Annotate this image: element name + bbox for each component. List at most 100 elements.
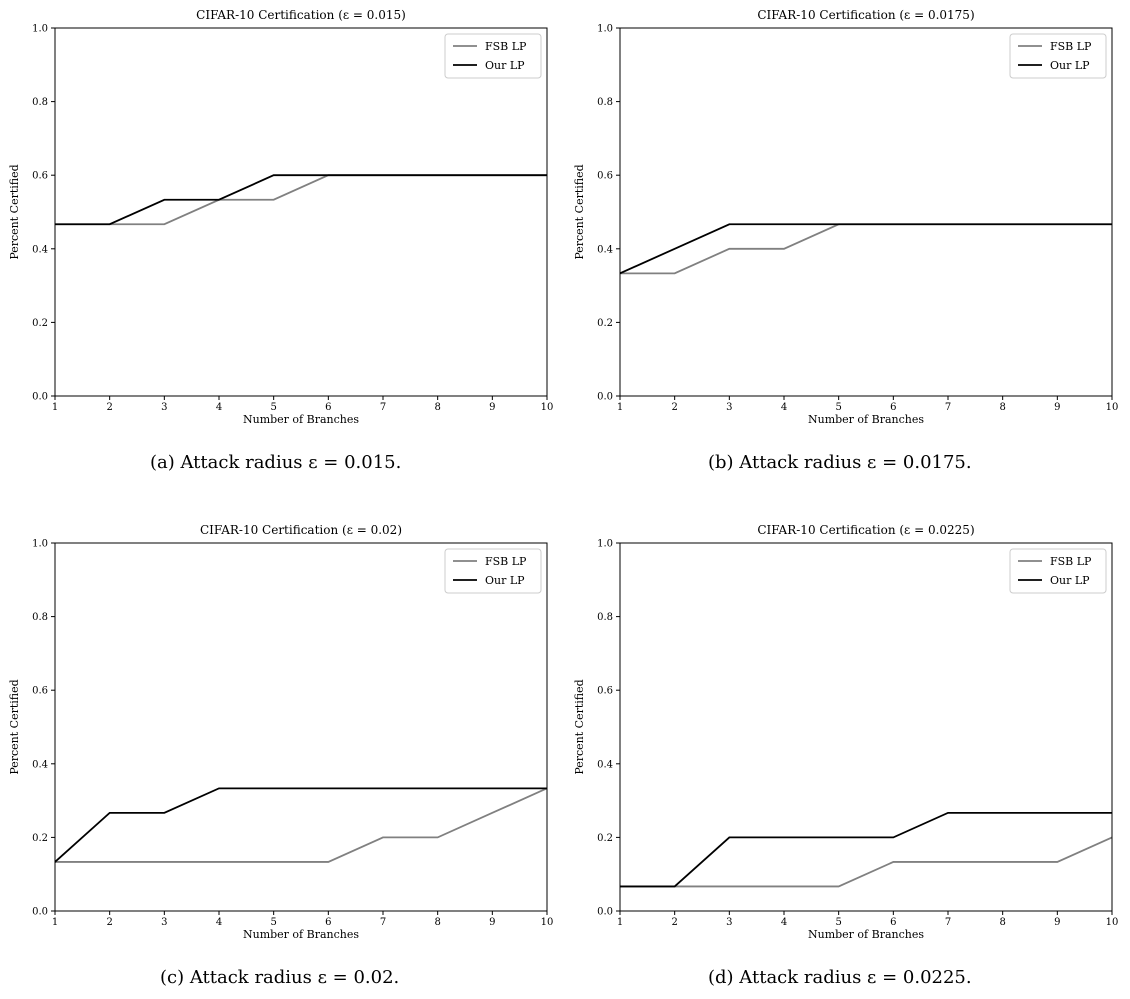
series-line-our-lp [620, 811, 1112, 888]
x-axis-label: Number of Branches [808, 928, 924, 941]
legend: FSB LP Our LP [1009, 33, 1107, 79]
y-tick-label: 0.8 [32, 97, 48, 108]
y-tick-label: 1.0 [597, 24, 613, 35]
y-tick-label: 0.0 [597, 392, 613, 403]
x-tick-label: 8 [999, 917, 1005, 928]
x-tick-label: 10 [1106, 402, 1119, 413]
legend: FSB LP Our LP [1009, 548, 1107, 594]
x-tick-label: 7 [380, 402, 386, 413]
y-tick-label: 0.8 [597, 612, 613, 623]
legend-box [444, 33, 542, 79]
y-tick-label: 0.8 [597, 97, 613, 108]
series-line-our-lp [55, 174, 547, 226]
x-tick-label: 4 [781, 917, 787, 928]
caption-c: (c) Attack radius ε = 0.02. [160, 967, 400, 988]
x-tick-label: 9 [489, 402, 495, 413]
legend: FSB LP Our LP [444, 548, 542, 594]
x-tick-label: 3 [726, 402, 732, 413]
x-tick-label: 8 [999, 402, 1005, 413]
legend-label: FSB LP [485, 555, 527, 568]
x-tick-label: 1 [52, 402, 58, 413]
y-tick-label: 0.6 [32, 686, 48, 697]
legend-label: Our LP [485, 574, 525, 587]
y-tick-label: 0.4 [597, 759, 613, 770]
legend-box [444, 548, 542, 594]
y-tick-label: 0.4 [597, 244, 613, 255]
chart-panel-a: CIFAR-10 Certification (ε = 0.015) 1 2 3 4 5 6… [8, 8, 554, 426]
y-tick-label: 1.0 [597, 539, 613, 550]
x-tick-label: 7 [945, 402, 951, 413]
y-tick-label: 0.8 [32, 612, 48, 623]
x-tick-label: 5 [835, 917, 841, 928]
y-tick-label: 1.0 [32, 24, 48, 35]
x-tick-label: 2 [671, 402, 677, 413]
legend-box [1009, 33, 1107, 79]
legend-label: FSB LP [485, 40, 527, 53]
x-tick-label: 2 [106, 402, 112, 413]
y-axis-label: Percent Certified [8, 679, 21, 774]
y-axis-label: Percent Certified [573, 679, 586, 774]
legend-label: Our LP [1050, 59, 1090, 72]
x-tick-label: 1 [617, 917, 623, 928]
x-tick-label: 6 [325, 917, 331, 928]
caption-d: (d) Attack radius ε = 0.0225. [708, 967, 972, 988]
chart-title: CIFAR-10 Certification (ε = 0.02) [200, 523, 402, 537]
legend-label: Our LP [1050, 574, 1090, 587]
y-tick-label: 0.2 [597, 833, 613, 844]
series-line-our-lp [54, 787, 547, 863]
y-tick-label: 0.6 [597, 686, 613, 697]
x-tick-label: 3 [161, 402, 167, 413]
x-axis-label: Number of Branches [243, 928, 359, 941]
x-tick-label: 1 [617, 402, 623, 413]
legend: FSB LP Our LP [444, 33, 542, 79]
chart-title: CIFAR-10 Certification (ε = 0.0225) [757, 523, 974, 537]
x-tick-label: 8 [434, 917, 440, 928]
x-axis-label: Number of Branches [243, 413, 359, 426]
y-tick-label: 0.0 [597, 907, 613, 918]
y-tick-label: 0.0 [32, 392, 48, 403]
x-tick-label: 4 [781, 402, 787, 413]
x-tick-label: 1 [52, 917, 58, 928]
y-tick-label: 0.2 [597, 318, 613, 329]
x-tick-label: 10 [541, 402, 554, 413]
series-line-fsb-lp [620, 223, 1112, 275]
x-tick-label: 5 [835, 402, 841, 413]
series-line-fsb-lp [620, 836, 1113, 888]
y-tick-label: 0.2 [32, 318, 48, 329]
y-tick-label: 1.0 [32, 539, 48, 550]
chart-panel-d: CIFAR-10 Certification (ε = 0.0225) 1 2 3 4 5… [573, 523, 1119, 941]
y-tick-label: 0.4 [32, 759, 48, 770]
legend-label: Our LP [485, 59, 525, 72]
plot-frame [619, 27, 1113, 397]
x-tick-label: 6 [890, 402, 896, 413]
x-tick-label: 6 [325, 402, 331, 413]
x-tick-label: 3 [161, 917, 167, 928]
legend-box [1009, 548, 1107, 594]
x-tick-label: 9 [489, 917, 495, 928]
y-tick-label: 0.2 [32, 833, 48, 844]
y-axis-label: Percent Certified [8, 164, 21, 259]
series-line-our-lp [619, 223, 1112, 275]
x-tick-label: 10 [541, 917, 554, 928]
x-tick-label: 8 [434, 402, 440, 413]
y-axis-label: Percent Certified [573, 164, 586, 259]
y-tick-label: 0.4 [32, 244, 48, 255]
x-tick-label: 10 [1106, 917, 1119, 928]
series-line-fsb-lp [55, 174, 547, 226]
series-line-fsb-lp [55, 787, 548, 863]
plot-frame [619, 542, 1113, 912]
x-tick-label: 2 [106, 917, 112, 928]
y-tick-label: 0.6 [32, 171, 48, 182]
x-tick-label: 6 [890, 917, 896, 928]
plot-frame [54, 542, 548, 912]
chart-panel-b: CIFAR-10 Certification (ε = 0.0175) 1 2 3 4 5… [573, 8, 1119, 426]
legend-label: FSB LP [1050, 555, 1092, 568]
y-tick-label: 0.6 [597, 171, 613, 182]
x-tick-label: 4 [216, 917, 222, 928]
x-tick-label: 9 [1054, 917, 1060, 928]
x-tick-label: 7 [380, 917, 386, 928]
x-tick-label: 3 [726, 917, 732, 928]
x-tick-label: 4 [216, 402, 222, 413]
chart-title: CIFAR-10 Certification (ε = 0.015) [196, 8, 406, 22]
